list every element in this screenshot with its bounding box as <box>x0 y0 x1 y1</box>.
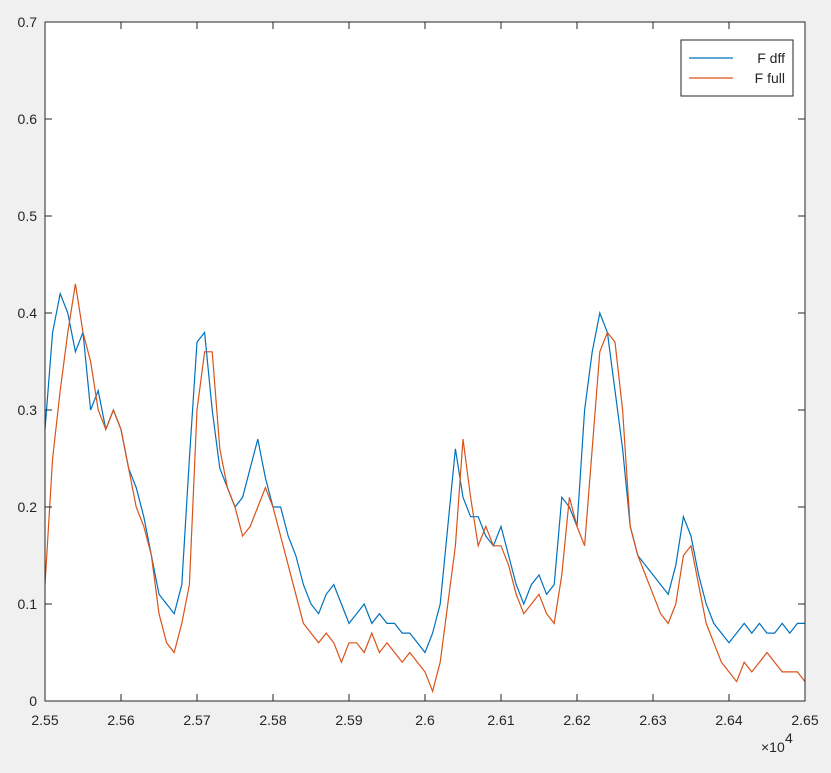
x-tick-label: 2.65 <box>791 712 818 728</box>
y-tick-label: 0.2 <box>18 499 38 515</box>
legend-box <box>680 39 794 97</box>
series-line <box>44 291 805 654</box>
y-tick-label: 0.5 <box>18 208 38 224</box>
x-tick-label: 2.55 <box>31 712 58 728</box>
x-tick-label: 2.63 <box>639 712 666 728</box>
y-tick-label: 0 <box>29 693 37 709</box>
lines <box>44 283 806 694</box>
x-tick-label: 2.56 <box>107 712 134 728</box>
y-tick-label: 0.1 <box>18 596 38 612</box>
x-tick-label: 2.57 <box>183 712 210 728</box>
y-tick-label: 0.3 <box>18 402 38 418</box>
y-tick-label: 0.7 <box>18 14 38 30</box>
x-tick-label: 2.61 <box>487 712 514 728</box>
x-tick-label: 2.6 <box>415 712 435 728</box>
plot-area <box>45 22 805 701</box>
x-exponent-power: 4 <box>785 730 793 746</box>
x-tick-label: 2.59 <box>335 712 362 728</box>
y-tick-label: 0.6 <box>18 111 38 127</box>
legend-label: F dff <box>757 50 785 66</box>
x-tick-label: 2.64 <box>715 712 742 728</box>
legend-label: F full <box>755 70 785 86</box>
x-tick-label: 2.62 <box>563 712 590 728</box>
x-tick-label: 2.58 <box>259 712 286 728</box>
series-line <box>44 283 806 694</box>
x-exponent-base: ×10 <box>761 739 785 755</box>
y-tick-label: 0.4 <box>18 305 38 321</box>
